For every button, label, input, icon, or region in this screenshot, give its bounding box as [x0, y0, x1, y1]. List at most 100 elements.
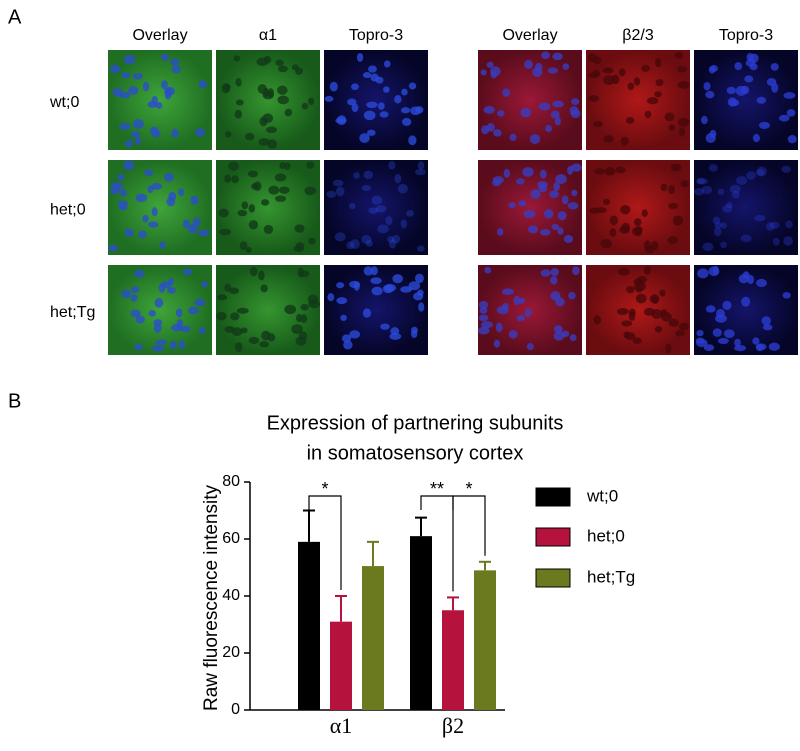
nucleus [516, 315, 525, 322]
nucleus [588, 94, 599, 102]
nucleus [478, 300, 489, 309]
nucleus [160, 80, 168, 90]
y-tick-label: 40 [222, 587, 240, 604]
nucleus [113, 182, 123, 191]
nucleus [175, 308, 183, 318]
nucleus [130, 286, 140, 294]
chart-title: Expression of partnering subunits [267, 412, 564, 434]
nucleus [417, 245, 425, 252]
nucleus [375, 205, 387, 213]
nucleus [359, 133, 370, 143]
row-label: wt;0 [49, 94, 79, 111]
bar [298, 541, 320, 710]
nucleus [258, 270, 265, 281]
nucleus [712, 328, 722, 337]
nucleus [301, 102, 309, 110]
nucleus [349, 280, 361, 288]
nucleus [194, 128, 206, 137]
nucleus [755, 169, 765, 176]
row-label: het;Tg [50, 304, 95, 321]
nucleus [110, 64, 121, 74]
nucleus [392, 274, 403, 284]
nucleus [553, 325, 563, 334]
nucleus [383, 86, 390, 93]
nucleus [524, 59, 533, 69]
nucleus [343, 340, 353, 350]
nucleus [225, 131, 232, 138]
nucleus [188, 306, 199, 315]
nucleus [291, 324, 303, 335]
legend-label: wt;0 [586, 486, 618, 505]
nucleus [245, 246, 252, 253]
nucleus [147, 100, 158, 109]
nucleus [755, 343, 767, 351]
nucleus [492, 176, 504, 184]
nucleus [297, 267, 304, 278]
nucleus [486, 61, 494, 68]
nucleus [563, 234, 574, 243]
nucleus [137, 230, 147, 239]
nucleus [626, 285, 635, 294]
nucleus [655, 57, 662, 68]
nucleus [151, 182, 163, 190]
nucleus [772, 237, 780, 246]
nucleus [268, 185, 280, 195]
nucleus [615, 166, 626, 174]
nucleus [163, 172, 175, 182]
nucleus [741, 85, 750, 95]
nucleus [361, 234, 372, 244]
nucleus [340, 314, 347, 321]
nucleus [131, 131, 140, 139]
nucleus [142, 214, 149, 223]
micrograph [324, 50, 428, 150]
nucleus [756, 166, 767, 177]
nucleus [397, 183, 408, 194]
nucleus [550, 276, 558, 285]
nucleus [734, 338, 741, 347]
nucleus [736, 176, 748, 185]
nucleus [159, 241, 166, 249]
nucleus [300, 304, 309, 311]
nucleus [224, 174, 231, 183]
nucleus [703, 344, 715, 352]
nucleus [275, 195, 287, 202]
nucleus [418, 302, 425, 312]
nucleus [708, 163, 718, 172]
nucleus [346, 241, 355, 250]
nucleus [705, 133, 716, 144]
chart: Expression of partnering subunits in soma… [201, 412, 635, 738]
nucleus [647, 97, 659, 105]
y-axis-label: Raw fluorescence intensity [201, 485, 222, 711]
nucleus [171, 128, 179, 138]
nucleus [659, 289, 666, 297]
nucleus [377, 102, 385, 110]
nucleus [722, 300, 732, 310]
nucleus [251, 182, 259, 190]
nucleus [171, 324, 183, 332]
nucleus [654, 91, 662, 98]
nucleus [667, 236, 678, 245]
nucleus [387, 235, 395, 243]
nucleus [490, 71, 498, 79]
nucleus [592, 121, 603, 128]
nucleus [217, 294, 228, 301]
nucleus [786, 109, 796, 117]
row-label: het;0 [50, 202, 86, 219]
nucleus [632, 337, 642, 345]
nucleus [572, 266, 580, 276]
micrograph [216, 50, 320, 150]
nucleus [112, 87, 123, 97]
nucleus [522, 167, 534, 177]
nucleus [602, 67, 614, 74]
y-tick-label: 20 [222, 644, 240, 661]
nucleus [361, 185, 372, 192]
nucleus [541, 51, 550, 60]
nucleus [746, 171, 756, 180]
nucleus [123, 54, 136, 65]
nucleus [362, 72, 372, 79]
micrograph [216, 160, 320, 255]
nucleus [370, 277, 382, 285]
nucleus [635, 286, 643, 293]
nucleus [483, 106, 495, 114]
nucleus [752, 133, 760, 143]
